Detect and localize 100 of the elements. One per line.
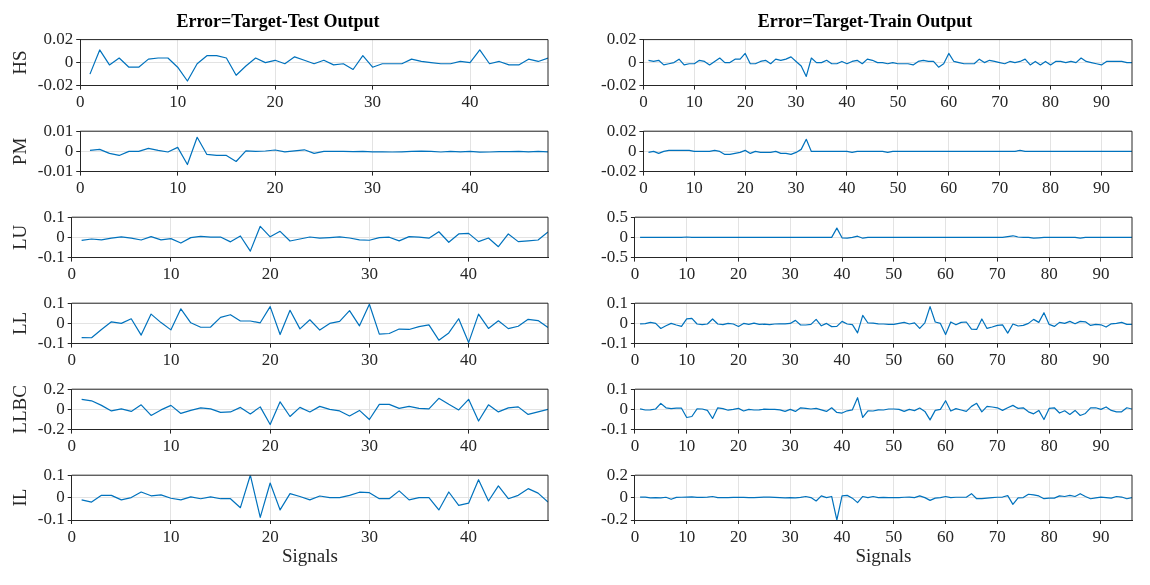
y-tick-label: 0 [627, 140, 637, 160]
x-tick-label: 60 [937, 264, 955, 284]
x-tick-label: 10 [169, 178, 187, 198]
x-tick-label: 10 [162, 526, 180, 546]
x-tick-label: 90 [1092, 178, 1110, 198]
y-tick-label: 0 [56, 312, 65, 332]
x-tick-label: 10 [169, 92, 187, 112]
x-tick-label: 40 [461, 178, 479, 198]
y-tick-label: -0.1 [37, 509, 65, 529]
x-tick-label: 40 [460, 264, 478, 284]
y-tick-label: 0 [627, 52, 637, 72]
y-tick-label: -0.2 [37, 419, 65, 439]
x-tick-label: 90 [1092, 264, 1110, 284]
x-tick-label: 60 [937, 526, 955, 546]
x-tick-label: 20 [729, 436, 747, 456]
x-tick-label: 30 [781, 526, 799, 546]
x-tick-label: 20 [261, 264, 279, 284]
y-tick-label: -0.2 [600, 509, 628, 529]
y-tick-label: 0 [619, 398, 628, 418]
x-tick-label: 90 [1092, 350, 1110, 370]
x-tick-label: 70 [988, 436, 1006, 456]
x-tick-label: 10 [678, 436, 696, 456]
x-tick-label: 80 [1042, 92, 1060, 112]
y-tick-label: -0.1 [37, 247, 65, 267]
x-tick-label: 60 [937, 436, 955, 456]
y-tick-label: -0.5 [600, 247, 628, 267]
x-tick-label: 30 [364, 178, 382, 198]
x-tick-label: 50 [885, 526, 903, 546]
y-tick-label: 0.2 [606, 464, 628, 484]
x-tick-label: 30 [364, 92, 382, 112]
x-tick-label: 20 [261, 526, 279, 546]
x-tick-label: 70 [988, 526, 1006, 546]
x-tick-label: 30 [360, 436, 378, 456]
x-tick-label: 80 [1040, 526, 1058, 546]
y-tick-label: 0 [56, 487, 65, 507]
y-tick-label: -0.02 [37, 75, 74, 95]
y-tick-label: 0.1 [43, 292, 65, 312]
x-tick-label: 40 [833, 436, 851, 456]
x-tick-label: 20 [266, 92, 284, 112]
x-axis-title: Signals [855, 544, 912, 566]
x-tick-label: 40 [461, 92, 479, 112]
y-tick-label: 0.02 [606, 29, 637, 49]
y-tick-label: -0.1 [600, 333, 628, 353]
y-tick-label: 0.1 [43, 464, 65, 484]
x-tick-label: 50 [885, 350, 903, 370]
x-tick-label: 50 [889, 178, 907, 198]
y-tick-label: -0.02 [600, 161, 637, 181]
x-tick-label: 40 [833, 264, 851, 284]
x-tick-label: 90 [1092, 526, 1110, 546]
x-tick-label: 20 [736, 92, 754, 112]
x-tick-label: 90 [1092, 92, 1110, 112]
y-axis-title: LU [9, 224, 31, 251]
chart-title: Error=Target-Test Output [176, 11, 380, 32]
x-tick-label: 10 [678, 264, 696, 284]
x-tick-label: 70 [988, 350, 1006, 370]
x-tick-label: 30 [787, 178, 805, 198]
x-tick-label: 20 [266, 178, 284, 198]
y-tick-label: -0.1 [37, 333, 65, 353]
x-tick-label: 30 [360, 264, 378, 284]
x-tick-label: 50 [889, 92, 907, 112]
x-tick-label: 50 [885, 264, 903, 284]
x-tick-label: 40 [460, 436, 478, 456]
x-tick-label: 10 [685, 178, 703, 198]
x-tick-label: 80 [1040, 350, 1058, 370]
y-tick-label: 0 [64, 140, 74, 160]
x-tick-label: 60 [937, 350, 955, 370]
x-tick-label: 10 [678, 526, 696, 546]
x-tick-label: 40 [838, 92, 856, 112]
y-tick-label: 0 [619, 312, 628, 332]
y-tick-label: -0.01 [37, 161, 74, 181]
x-tick-label: 50 [885, 436, 903, 456]
x-tick-label: 10 [678, 350, 696, 370]
x-tick-label: 70 [991, 92, 1009, 112]
y-tick-label: 0.1 [606, 292, 628, 312]
x-tick-label: 20 [261, 436, 279, 456]
x-tick-label: 20 [729, 526, 747, 546]
y-axis-title: PM [9, 137, 31, 166]
x-tick-label: 90 [1092, 436, 1110, 456]
y-tick-label: -0.1 [600, 419, 628, 439]
x-tick-label: 30 [781, 264, 799, 284]
x-tick-label: 40 [833, 526, 851, 546]
x-tick-label: 70 [991, 178, 1009, 198]
x-tick-label: 80 [1040, 264, 1058, 284]
x-tick-label: 40 [460, 350, 478, 370]
y-tick-label: 0.2 [43, 378, 65, 398]
x-tick-label: 10 [162, 350, 180, 370]
y-tick-label: 0.1 [606, 378, 628, 398]
x-tick-label: 30 [781, 350, 799, 370]
y-tick-label: 0 [64, 52, 74, 72]
x-tick-label: 30 [787, 92, 805, 112]
x-tick-label: 20 [736, 178, 754, 198]
y-tick-label: 0.5 [606, 206, 628, 226]
x-tick-label: 80 [1042, 178, 1060, 198]
y-tick-label: 0.01 [43, 120, 74, 140]
y-axis-title: LLBC [9, 385, 31, 434]
y-tick-label: 0.02 [43, 29, 74, 49]
x-tick-label: 80 [1040, 436, 1058, 456]
y-tick-label: 0.02 [606, 120, 637, 140]
x-tick-label: 10 [162, 436, 180, 456]
x-tick-label: 60 [940, 92, 958, 112]
